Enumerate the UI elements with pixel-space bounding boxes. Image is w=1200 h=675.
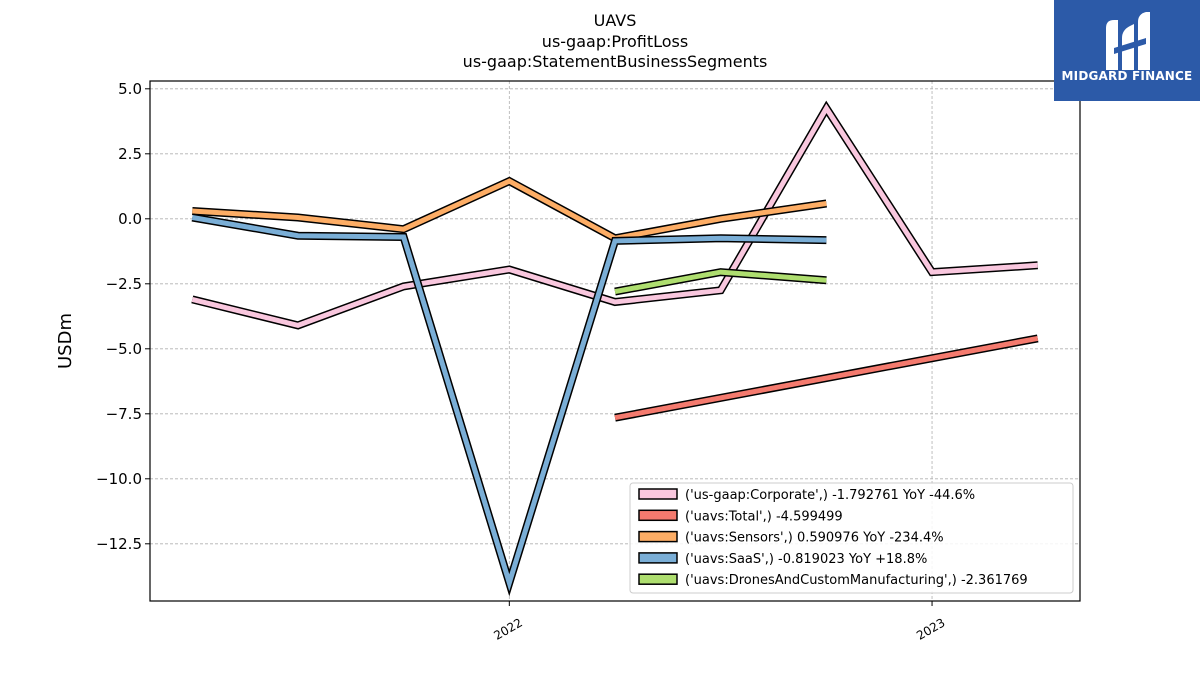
legend-label: ('uavs:DronesAndCustomManufacturing',) -…	[685, 573, 1028, 588]
legend-label: ('uavs:SaaS',) -0.819023 YoY +18.8%	[685, 552, 927, 567]
legend-entry: ('uavs:SaaS',) -0.819023 YoY +18.8%	[638, 552, 927, 567]
legend-swatch	[638, 488, 678, 500]
y-tick-label: −2.5	[106, 275, 142, 293]
legend-swatch	[638, 573, 678, 585]
x-tick-label: 2023	[914, 615, 947, 642]
y-tick-label: −7.5	[106, 405, 142, 423]
y-tick-label: −5.0	[106, 340, 142, 358]
chart-title-line-3: us-gaap:StatementBusinessSegments	[463, 52, 768, 71]
legend-label: ('us-gaap:Corporate',) -1.792761 YoY -44…	[685, 488, 975, 503]
legend-entry: ('us-gaap:Corporate',) -1.792761 YoY -44…	[638, 488, 975, 503]
legend-swatch	[638, 530, 678, 543]
y-tick-label: −12.5	[96, 535, 142, 553]
y-tick-label: 0.0	[118, 210, 142, 228]
series-0	[191, 100, 1038, 330]
legend-frame	[629, 482, 1074, 594]
y-tick-label: 2.5	[118, 145, 142, 163]
series-line	[614, 269, 827, 295]
series-4	[614, 268, 827, 296]
series-3	[191, 213, 827, 597]
x-axis: 2022 2023	[491, 601, 948, 643]
series-2	[192, 176, 827, 243]
chart-title-line-1: UAVS	[594, 11, 637, 30]
legend-swatch	[638, 509, 678, 522]
legend-swatch	[638, 552, 678, 564]
legend-entry: ('uavs:Sensors',) 0.590976 YoY -234.4%	[638, 530, 944, 546]
series-line	[191, 215, 827, 592]
series-layer	[191, 100, 1039, 597]
plot-frame	[149, 80, 1081, 602]
y-axis: 5.0 2.5 0.0 −2.5 −5.0 −7.5 −10.0 −12.5	[96, 80, 150, 553]
x-tick-label: 2022	[491, 615, 524, 642]
y-axis-label: USDm	[55, 313, 76, 369]
brand-name: MIDGARD FINANCE	[1061, 69, 1193, 83]
series-line	[191, 103, 1038, 329]
legend-entry: ('uavs:DronesAndCustomManufacturing',) -…	[638, 573, 1028, 588]
series-line	[192, 178, 827, 241]
legend: ('us-gaap:Corporate',) -1.792761 YoY -44…	[629, 482, 1074, 594]
brand-logo: MIDGARD FINANCE	[1054, 0, 1200, 101]
y-tick-label: −10.0	[96, 470, 142, 488]
y-tick-label: 5.0	[118, 80, 142, 98]
legend-label: ('uavs:Total',) -4.599499	[685, 509, 843, 524]
legend-entry: ('uavs:Total',) -4.599499	[638, 509, 843, 524]
series-line-outline	[192, 176, 827, 243]
midgard-logo-icon	[1106, 12, 1150, 70]
legend-label: ('uavs:Sensors',) 0.590976 YoY -234.4%	[685, 531, 944, 546]
series-line	[614, 335, 1039, 421]
chart-title-line-2: us-gaap:ProfitLoss	[542, 32, 688, 51]
series-1	[614, 334, 1039, 422]
